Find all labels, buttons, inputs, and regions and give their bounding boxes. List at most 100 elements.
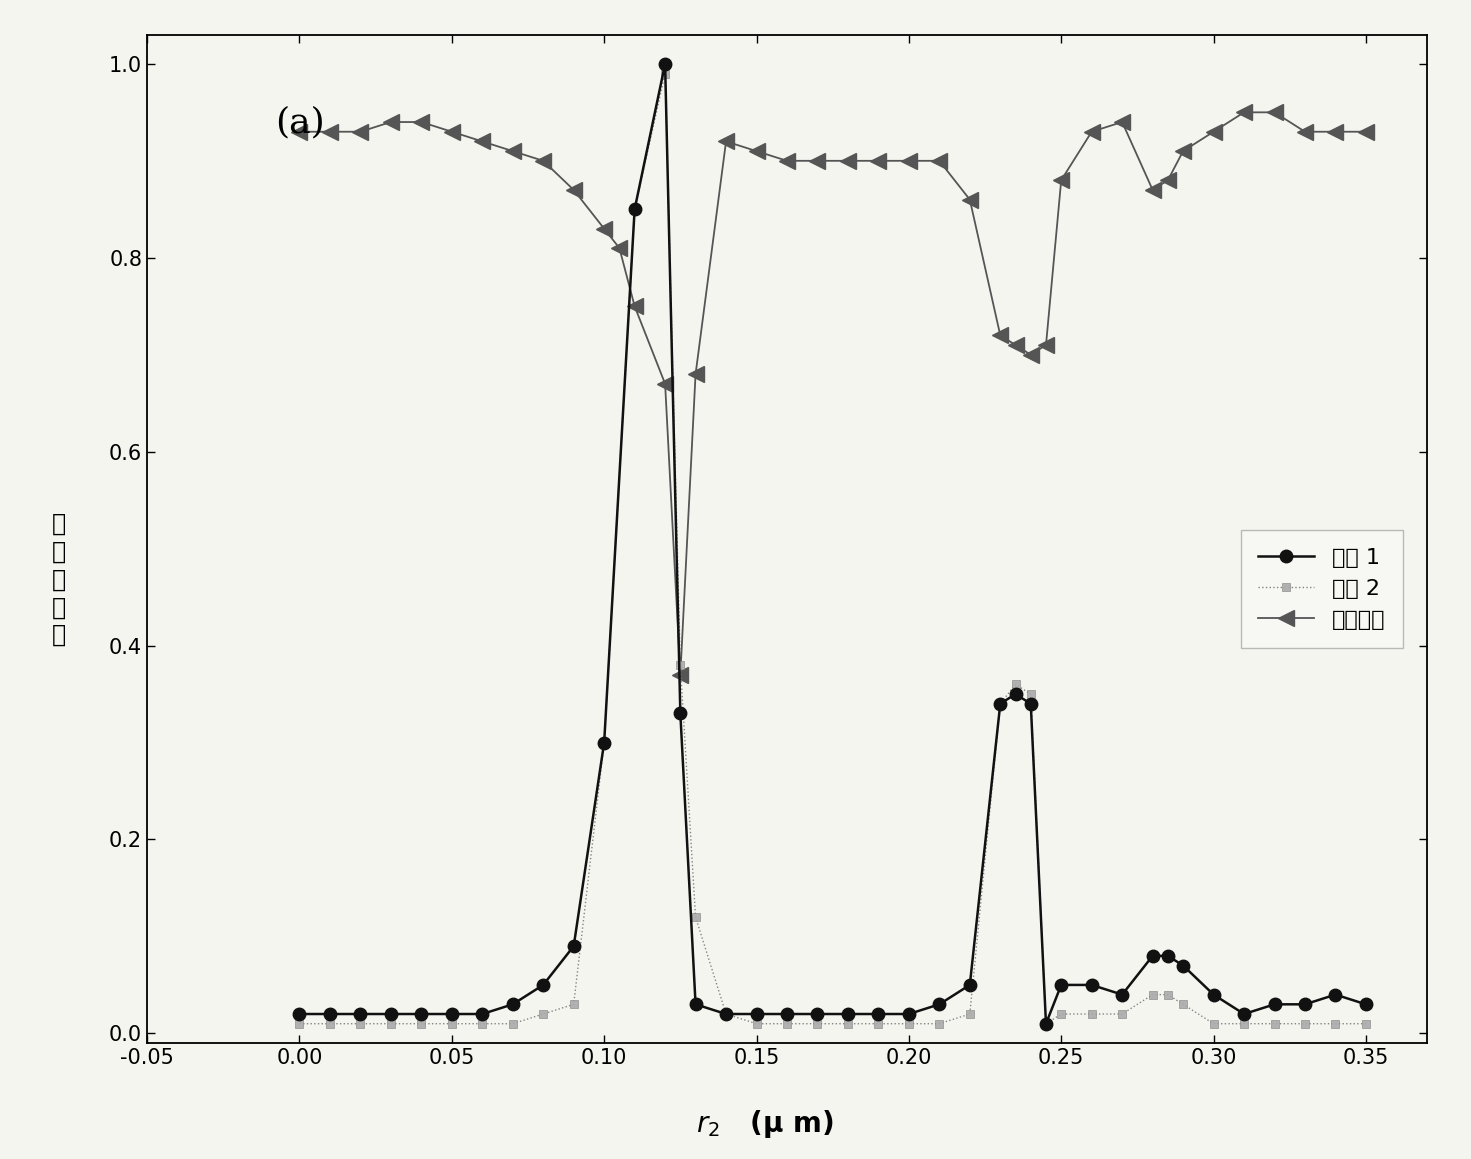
能量损失	[321, 125, 338, 139]
端口 1	[412, 1007, 430, 1021]
端口 2	[1296, 1016, 1314, 1030]
Line: 端口 1: 端口 1	[293, 58, 1372, 1030]
端口 1	[534, 978, 552, 992]
能量损失	[1296, 125, 1314, 139]
端口 1	[1358, 998, 1375, 1012]
能量损失	[1174, 144, 1192, 158]
端口 1	[931, 998, 949, 1012]
能量损失	[412, 115, 430, 129]
能量损失	[961, 192, 978, 206]
端口 2	[1022, 687, 1040, 701]
端口 2	[625, 203, 643, 217]
端口 2	[1006, 677, 1024, 691]
端口 1	[596, 736, 613, 750]
能量损失	[656, 377, 674, 391]
端口 1	[747, 1007, 765, 1021]
端口 2	[869, 1016, 887, 1030]
端口 2	[1037, 1016, 1055, 1030]
端口 2	[1114, 1007, 1131, 1021]
端口 2	[382, 1016, 400, 1030]
端口 1	[1327, 987, 1344, 1001]
能量损失	[900, 154, 918, 168]
端口 1	[687, 998, 705, 1012]
能量损失	[625, 299, 643, 313]
端口 2	[1144, 987, 1162, 1001]
能量损失	[443, 125, 460, 139]
能量损失	[1022, 348, 1040, 362]
端口 1	[778, 1007, 796, 1021]
端口 1	[1037, 1016, 1055, 1030]
端口 2	[656, 66, 674, 80]
端口 2	[747, 1016, 765, 1030]
端口 2	[321, 1016, 338, 1030]
端口 2	[778, 1016, 796, 1030]
能量损失	[1205, 125, 1222, 139]
端口 1	[900, 1007, 918, 1021]
端口 1	[565, 939, 583, 953]
能量损失	[596, 221, 613, 235]
端口 2	[671, 658, 688, 672]
能量损失	[1265, 105, 1283, 119]
端口 1	[505, 998, 522, 1012]
端口 1	[474, 1007, 491, 1021]
端口 1	[809, 1007, 827, 1021]
能量损失	[382, 115, 400, 129]
能量损失	[1052, 173, 1069, 187]
能量损失	[838, 154, 856, 168]
端口 2	[474, 1016, 491, 1030]
能量损失	[1144, 183, 1162, 197]
端口 2	[718, 1007, 736, 1021]
端口 2	[1159, 987, 1177, 1001]
端口 1	[352, 1007, 369, 1021]
能量损失	[687, 367, 705, 381]
端口 2	[534, 1007, 552, 1021]
Text: (a): (a)	[275, 105, 325, 139]
能量损失	[352, 125, 369, 139]
端口 2	[1236, 1016, 1253, 1030]
端口 1	[321, 1007, 338, 1021]
能量损失	[1236, 105, 1253, 119]
端口 1	[656, 57, 674, 71]
端口 2	[412, 1016, 430, 1030]
端口 1	[625, 203, 643, 217]
端口 1	[1144, 949, 1162, 963]
能量损失	[1159, 173, 1177, 187]
能量损失	[1327, 125, 1344, 139]
Legend: 端口 1, 端口 2, 能量损失: 端口 1, 端口 2, 能量损失	[1240, 530, 1403, 648]
端口 2	[505, 1016, 522, 1030]
端口 1	[382, 1007, 400, 1021]
端口 1	[291, 1007, 309, 1021]
端口 2	[565, 998, 583, 1012]
端口 2	[1327, 1016, 1344, 1030]
能量损失	[1114, 115, 1131, 129]
端口 1	[1174, 958, 1192, 972]
端口 2	[1174, 998, 1192, 1012]
能量损失	[1006, 338, 1024, 352]
端口 2	[1265, 1016, 1283, 1030]
端口 1	[1265, 998, 1283, 1012]
端口 1	[1159, 949, 1177, 963]
端口 1	[1006, 687, 1024, 701]
端口 2	[1205, 1016, 1222, 1030]
端口 1	[1205, 987, 1222, 1001]
能量损失	[778, 154, 796, 168]
Text: $\mathit{r}_{2}$   (μ m): $\mathit{r}_{2}$ (μ m)	[696, 1108, 834, 1140]
端口 1	[1052, 978, 1069, 992]
端口 2	[1052, 1007, 1069, 1021]
端口 1	[443, 1007, 460, 1021]
Line: 能量损失: 能量损失	[291, 104, 1374, 683]
能量损失	[809, 154, 827, 168]
能量损失	[931, 154, 949, 168]
Text: 归
一
化
强
度: 归 一 化 强 度	[51, 512, 66, 647]
端口 1	[1022, 697, 1040, 710]
能量损失	[671, 668, 688, 681]
端口 2	[1083, 1007, 1100, 1021]
端口 2	[931, 1016, 949, 1030]
端口 1	[1114, 987, 1131, 1001]
能量损失	[610, 241, 628, 255]
能量损失	[1083, 125, 1100, 139]
能量损失	[291, 125, 309, 139]
能量损失	[991, 328, 1009, 342]
端口 2	[352, 1016, 369, 1030]
端口 1	[1083, 978, 1100, 992]
